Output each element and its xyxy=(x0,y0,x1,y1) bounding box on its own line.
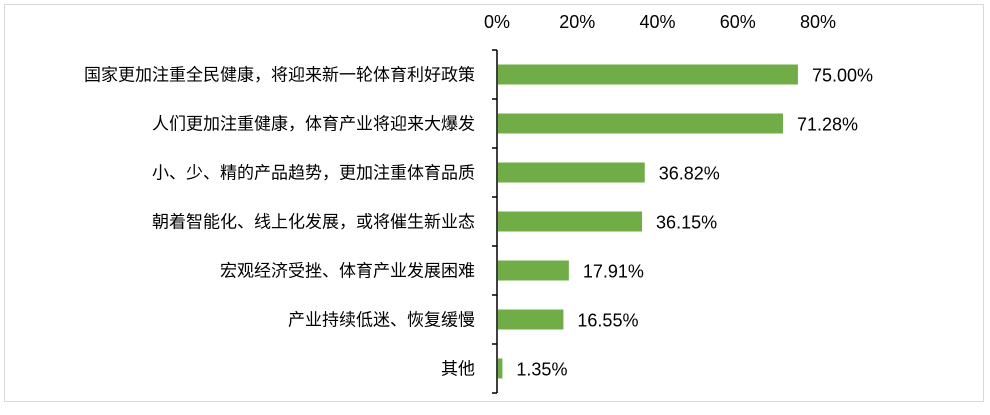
bar xyxy=(498,113,784,134)
x-tick-label: 0% xyxy=(484,12,510,32)
category-label: 国家更加注重全民健康，将迎来新一轮体育利好政策 xyxy=(84,66,475,85)
category-label: 人们更加注重健康，体育产业将迎来大爆发 xyxy=(152,115,475,134)
chart-frame xyxy=(4,4,984,402)
data-label: 36.82% xyxy=(659,164,720,184)
category-label: 朝着智能化、线上化发展，或将催生新业态 xyxy=(152,213,475,232)
bar xyxy=(498,211,643,232)
category-label: 宏观经济受挫、体育产业发展困难 xyxy=(220,262,475,281)
data-label: 75.00% xyxy=(812,66,873,86)
x-tick-label: 20% xyxy=(559,12,595,32)
category-label: 其他 xyxy=(441,360,475,379)
data-label: 71.28% xyxy=(797,115,858,135)
bar xyxy=(498,358,503,379)
bar xyxy=(498,260,569,281)
data-label: 16.55% xyxy=(577,311,638,331)
category-label: 小、少、精的产品趋势，更加注重体育品质 xyxy=(152,164,475,183)
x-tick-label: 40% xyxy=(639,12,675,32)
bar xyxy=(498,64,798,85)
data-label: 36.15% xyxy=(656,213,717,233)
category-label: 产业持续低迷、恢复缓慢 xyxy=(288,310,475,330)
x-tick-label: 60% xyxy=(720,12,756,32)
x-tick-label: 80% xyxy=(800,12,836,32)
bar xyxy=(498,309,564,330)
bar xyxy=(498,162,645,183)
data-label: 17.91% xyxy=(583,262,644,282)
data-label: 1.35% xyxy=(516,360,567,380)
